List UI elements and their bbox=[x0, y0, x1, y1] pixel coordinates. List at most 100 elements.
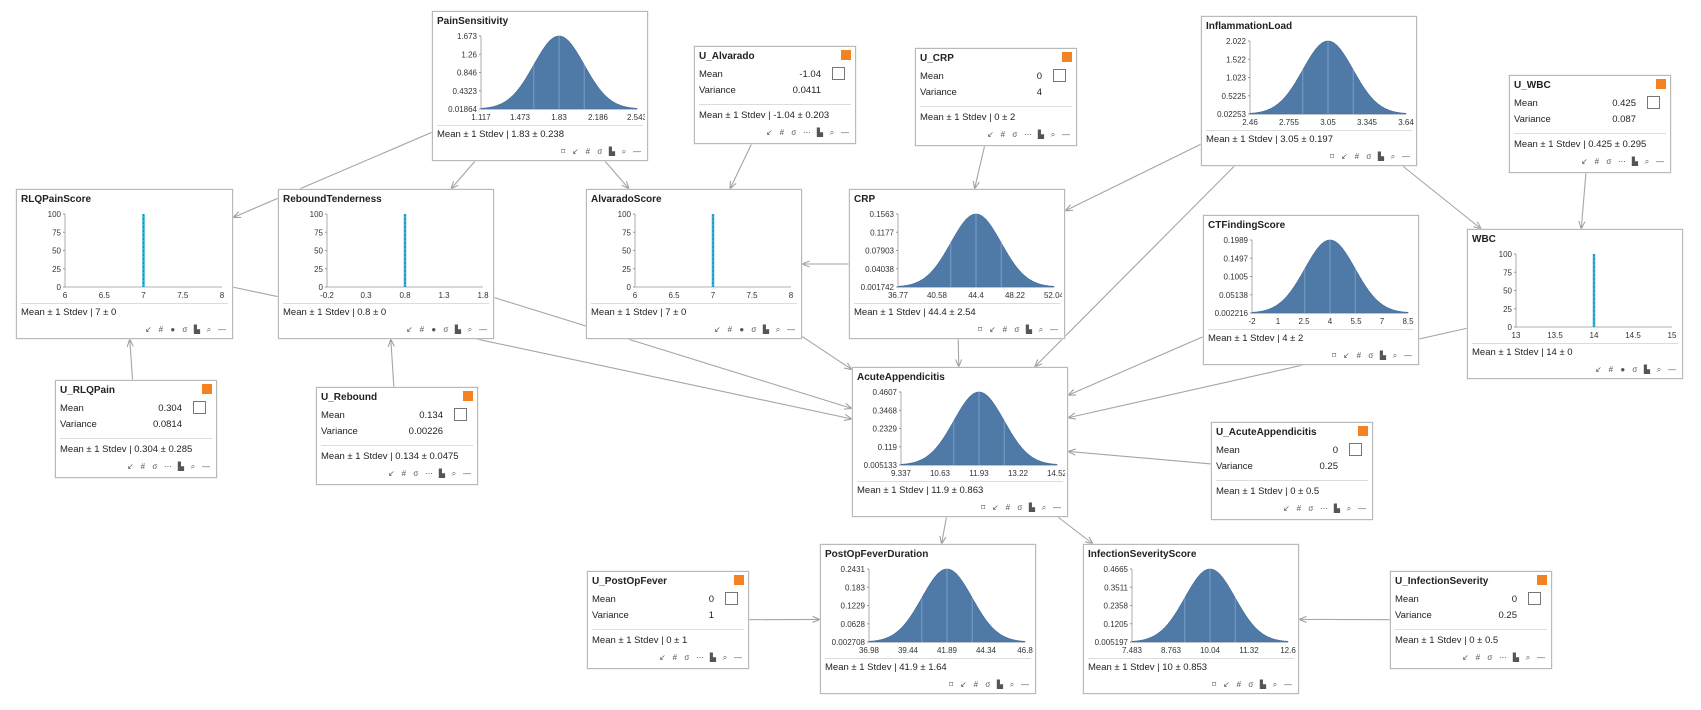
zoom-icon[interactable]: ⌕ bbox=[190, 462, 196, 471]
grid-icon[interactable]: # bbox=[727, 325, 733, 334]
mean-edit-box[interactable] bbox=[832, 67, 845, 80]
grid-icon[interactable]: # bbox=[973, 680, 979, 689]
collapse-icon[interactable]: ↙ bbox=[127, 462, 134, 471]
zoom-icon[interactable]: ⌕ bbox=[467, 325, 473, 334]
ellipsis-icon[interactable]: ⋯ bbox=[163, 462, 172, 471]
sigma-icon[interactable]: σ bbox=[1487, 653, 1493, 662]
node-postopfeverduration[interactable]: PostOpFeverDuration 0.2431 0.183 0.1229 0.06… bbox=[820, 544, 1036, 694]
collapse-icon[interactable]: ↙ bbox=[388, 469, 395, 478]
menu-icon[interactable]: — bbox=[463, 469, 471, 478]
menu-icon[interactable]: — bbox=[1053, 503, 1061, 512]
node-u-crp[interactable]: U_CRP Mean 0 Variance 4 Mean ± 1 Stdev | 0 ± … bbox=[915, 48, 1077, 146]
histogram-icon[interactable]: ▙ bbox=[709, 653, 716, 662]
grid-icon[interactable]: # bbox=[401, 469, 407, 478]
sigma-icon[interactable]: σ bbox=[413, 469, 419, 478]
sigma-icon[interactable]: σ bbox=[1017, 503, 1023, 512]
collapse-icon[interactable]: ↙ bbox=[766, 128, 773, 137]
collapse-icon[interactable]: ↙ bbox=[1223, 680, 1230, 689]
menu-icon[interactable]: — bbox=[479, 325, 487, 334]
dot-icon[interactable]: ● bbox=[170, 325, 176, 334]
node-reboundtenderness[interactable]: ReboundTenderness 100 75 50 25 0 -0.2 0.3 0.8 1.3… bbox=[278, 189, 494, 339]
node-ctfindingscore[interactable]: CTFindingScore 0.1989 0.1497 0.1005 0.05138 0… bbox=[1203, 215, 1419, 365]
sigma-icon[interactable]: σ bbox=[1012, 130, 1018, 139]
menu-icon[interactable]: — bbox=[787, 325, 795, 334]
zoom-icon[interactable]: ⌕ bbox=[1041, 503, 1047, 512]
histogram-icon[interactable]: ▙ bbox=[1333, 504, 1340, 513]
histogram-icon[interactable]: ▙ bbox=[816, 128, 823, 137]
menu-icon[interactable]: — bbox=[734, 653, 742, 662]
zoom-icon[interactable]: ⌕ bbox=[451, 469, 457, 478]
sigma-icon[interactable]: σ bbox=[443, 325, 449, 334]
mean-edit-box[interactable] bbox=[454, 408, 467, 421]
collapse-icon[interactable]: ↙ bbox=[1581, 157, 1588, 166]
node-alvaradoscore[interactable]: AlvaradoScore 100 75 50 25 0 6 6.5 7 7.5 8 Mean ± 1… bbox=[586, 189, 802, 339]
ellipsis-icon[interactable]: ⋯ bbox=[695, 653, 704, 662]
grid-icon[interactable]: # bbox=[419, 325, 425, 334]
histogram-icon[interactable]: ▙ bbox=[1643, 365, 1650, 374]
menu-icon[interactable]: — bbox=[841, 128, 849, 137]
zoom-icon[interactable]: ⌕ bbox=[1009, 680, 1015, 689]
collapse-icon[interactable]: ↙ bbox=[960, 680, 967, 689]
histogram-icon[interactable]: ▙ bbox=[1028, 503, 1035, 512]
node-u-acuteappendicitis[interactable]: U_AcuteAppendicitis Mean 0 Variance 0.25 Mean… bbox=[1211, 422, 1373, 520]
histogram-icon[interactable]: ▙ bbox=[1377, 152, 1384, 161]
menu-icon[interactable]: — bbox=[1062, 130, 1070, 139]
sigma-icon[interactable]: σ bbox=[1366, 152, 1372, 161]
zoom-icon[interactable]: ⌕ bbox=[722, 653, 728, 662]
grid-icon[interactable]: # bbox=[1000, 130, 1006, 139]
node-rlqpainscore[interactable]: RLQPainScore 100 75 50 25 0 6 6.5 7 7.5 8 Mean ± 1 … bbox=[16, 189, 233, 339]
collapse-icon[interactable]: ↙ bbox=[1341, 152, 1348, 161]
node-u-infectionseverity[interactable]: U_InfectionSeverity Mean 0 Variance 0.25 Mean… bbox=[1390, 571, 1552, 669]
dot-icon[interactable]: ● bbox=[739, 325, 745, 334]
node-u-rebound[interactable]: U_Rebound Mean 0.134 Variance 0.00226 Mean ± … bbox=[316, 387, 478, 485]
grid-icon[interactable]: # bbox=[672, 653, 678, 662]
node-u-rlqpain[interactable]: U_RLQPain Mean 0.304 Variance 0.0814 Mean ± 1… bbox=[55, 380, 217, 478]
grid-icon[interactable]: # bbox=[1475, 653, 1481, 662]
node-u-postopfever[interactable]: U_PostOpFever Mean 0 Variance 1 Mean ± 1 Stde… bbox=[587, 571, 749, 669]
menu-icon[interactable]: — bbox=[1021, 680, 1029, 689]
node-crp[interactable]: CRP 0.1563 0.1177 0.07903 0.04038 0.001742 36.… bbox=[849, 189, 1065, 339]
histogram-icon[interactable]: ▙ bbox=[1631, 157, 1638, 166]
mean-edit-box[interactable] bbox=[1528, 592, 1541, 605]
sigma-icon[interactable]: σ bbox=[684, 653, 690, 662]
zoom-icon[interactable]: ⌕ bbox=[206, 325, 212, 334]
grid-icon[interactable]: # bbox=[1356, 351, 1362, 360]
mean-edit-box[interactable] bbox=[193, 401, 206, 414]
grid-icon[interactable]: # bbox=[140, 462, 146, 471]
node-u-alvarado[interactable]: U_Alvarado Mean -1.04 Variance 0.0411 Mean ± … bbox=[694, 46, 856, 144]
histogram-icon[interactable]: ▙ bbox=[996, 680, 1003, 689]
pin-icon[interactable]: ⌑ bbox=[978, 325, 983, 334]
sigma-icon[interactable]: σ bbox=[985, 680, 991, 689]
sigma-icon[interactable]: σ bbox=[1014, 325, 1020, 334]
grid-icon[interactable]: # bbox=[1296, 504, 1302, 513]
pin-icon[interactable]: ⌑ bbox=[1212, 680, 1217, 689]
collapse-icon[interactable]: ↙ bbox=[714, 325, 721, 334]
mean-edit-box[interactable] bbox=[1053, 69, 1066, 82]
node-infectionseverityscore[interactable]: InfectionSeverityScore 0.4665 0.3511 0.2358… bbox=[1083, 544, 1299, 694]
pin-icon[interactable]: ⌑ bbox=[949, 680, 954, 689]
histogram-icon[interactable]: ▙ bbox=[1379, 351, 1386, 360]
collapse-icon[interactable]: ↙ bbox=[1595, 365, 1602, 374]
sigma-icon[interactable]: σ bbox=[1368, 351, 1374, 360]
collapse-icon[interactable]: ↙ bbox=[1283, 504, 1290, 513]
grid-icon[interactable]: # bbox=[1608, 365, 1614, 374]
histogram-icon[interactable]: ▙ bbox=[454, 325, 461, 334]
ellipsis-icon[interactable]: ⋯ bbox=[1498, 653, 1507, 662]
grid-icon[interactable]: # bbox=[1594, 157, 1600, 166]
collapse-icon[interactable]: ↙ bbox=[1462, 653, 1469, 662]
zoom-icon[interactable]: ⌕ bbox=[621, 147, 627, 156]
grid-icon[interactable]: # bbox=[1236, 680, 1242, 689]
grid-icon[interactable]: # bbox=[1354, 152, 1360, 161]
zoom-icon[interactable]: ⌕ bbox=[1656, 365, 1662, 374]
mean-edit-box[interactable] bbox=[1349, 443, 1362, 456]
node-wbc[interactable]: WBC 100 75 50 25 0 13 13.5 14 14.5 15 Mean ± 1 Stde… bbox=[1467, 229, 1683, 379]
histogram-icon[interactable]: ▙ bbox=[1025, 325, 1032, 334]
grid-icon[interactable]: # bbox=[1005, 503, 1011, 512]
sigma-icon[interactable]: σ bbox=[1632, 365, 1638, 374]
sigma-icon[interactable]: σ bbox=[791, 128, 797, 137]
zoom-icon[interactable]: ⌕ bbox=[829, 128, 835, 137]
zoom-icon[interactable]: ⌕ bbox=[1644, 157, 1650, 166]
menu-icon[interactable]: — bbox=[202, 462, 210, 471]
sigma-icon[interactable]: σ bbox=[1308, 504, 1314, 513]
dot-icon[interactable]: ● bbox=[431, 325, 437, 334]
